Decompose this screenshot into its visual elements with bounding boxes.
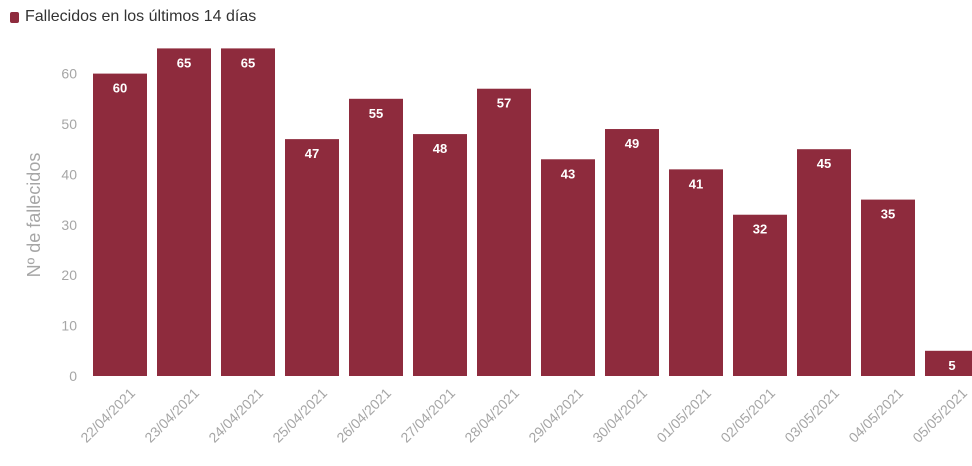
bar: [157, 48, 211, 377]
data-label: 55: [369, 106, 383, 121]
x-tick-label: 01/05/2021: [653, 385, 714, 446]
x-tick-label: 04/05/2021: [845, 385, 906, 446]
bar: [541, 159, 595, 376]
data-label: 57: [497, 96, 511, 111]
x-tick-label: 02/05/2021: [717, 385, 778, 446]
x-tick-label: 22/04/2021: [77, 385, 138, 446]
y-tick-label: 50: [61, 116, 77, 132]
bar: [285, 139, 339, 376]
bar: [93, 73, 147, 376]
data-label: 32: [753, 222, 767, 237]
data-label: 5: [948, 358, 955, 373]
bar: [925, 350, 972, 376]
x-tick-label: 05/05/2021: [909, 385, 970, 446]
y-tick-label: 10: [61, 318, 77, 334]
data-label: 35: [881, 207, 895, 222]
x-tick-label: 29/04/2021: [525, 385, 586, 446]
x-tick-label: 23/04/2021: [141, 385, 202, 446]
y-tick-label: 60: [61, 66, 77, 82]
data-label: 47: [305, 146, 319, 161]
bar: [733, 214, 787, 376]
x-tick-label: 27/04/2021: [397, 385, 458, 446]
data-label: 43: [561, 166, 575, 181]
y-tick-label: 0: [69, 368, 77, 384]
y-tick-label: 30: [61, 217, 77, 233]
x-tick-label: 28/04/2021: [461, 385, 522, 446]
legend-label: Fallecidos en los últimos 14 días: [25, 8, 257, 25]
bar: [797, 149, 851, 376]
y-axis-title: Nº de fallecidos: [24, 153, 44, 278]
data-label: 41: [689, 176, 703, 191]
bar: [605, 129, 659, 376]
y-tick-label: 40: [61, 166, 77, 182]
bar: [413, 134, 467, 376]
data-label: 49: [625, 136, 639, 151]
bar: [221, 48, 275, 377]
x-tick-label: 25/04/2021: [269, 385, 330, 446]
bar: [477, 88, 531, 376]
data-label: 65: [177, 55, 191, 70]
x-tick-label: 26/04/2021: [333, 385, 394, 446]
bar: [349, 98, 403, 377]
data-label: 45: [817, 156, 831, 171]
bar: [861, 199, 915, 376]
data-label: 48: [433, 141, 447, 156]
legend-swatch: [10, 11, 19, 23]
data-label: 60: [113, 81, 127, 96]
x-tick-label: 30/04/2021: [589, 385, 650, 446]
bar: [669, 169, 723, 376]
x-tick-label: 03/05/2021: [781, 385, 842, 446]
x-tick-label: 24/04/2021: [205, 385, 266, 446]
chart-legend: Fallecidos en los últimos 14 días: [10, 8, 256, 26]
data-label: 65: [241, 55, 255, 70]
y-tick-label: 20: [61, 267, 77, 283]
